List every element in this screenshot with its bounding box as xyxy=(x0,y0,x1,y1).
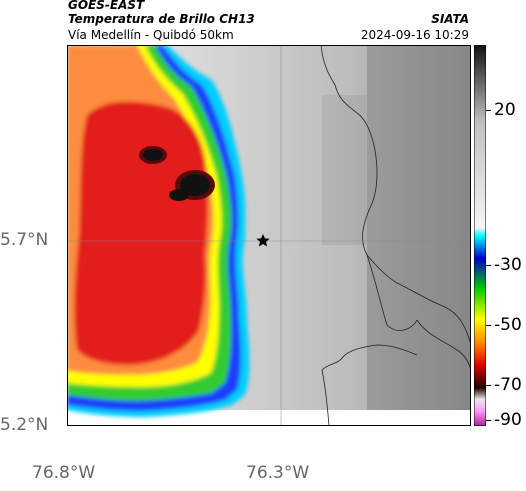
lon-label-76-3: 76.3°W xyxy=(246,463,310,483)
satellite-map xyxy=(67,45,471,426)
colorbar-label-neg30: -30 xyxy=(494,255,522,275)
storm-cloud xyxy=(67,45,250,417)
political-boundaries xyxy=(320,45,471,426)
graticule xyxy=(67,45,471,426)
colorbar-tick xyxy=(486,110,491,111)
datetime-label: 2024-09-16 10:29 xyxy=(360,28,469,42)
region-subtitle: Vía Medellín - Quibdó 50km xyxy=(68,28,234,42)
organization-name: SIATA xyxy=(431,12,469,26)
colorbar-tick xyxy=(486,325,491,326)
product-name: GOES-EAST xyxy=(68,0,145,12)
lat-label-5-2: 5.2°N xyxy=(0,415,49,435)
colorbar-tick xyxy=(486,420,491,421)
colorbar-tick xyxy=(486,385,491,386)
colorbar-label-neg50: -50 xyxy=(494,315,522,335)
chart-title: Temperatura de Brillo CH13 xyxy=(68,12,255,26)
lon-label-76-8: 76.8°W xyxy=(32,463,96,483)
colorbar-label-neg70: -70 xyxy=(494,375,522,395)
cold-cloud-tops xyxy=(139,146,215,201)
star-icon xyxy=(256,234,270,247)
colorbar-label-20: 20 xyxy=(494,100,516,120)
colorbar-label-neg90: -90 xyxy=(494,410,522,430)
lat-label-5-7: 5.7°N xyxy=(0,230,49,250)
colorbar-tick xyxy=(486,265,491,266)
temperature-colorbar xyxy=(474,45,486,426)
